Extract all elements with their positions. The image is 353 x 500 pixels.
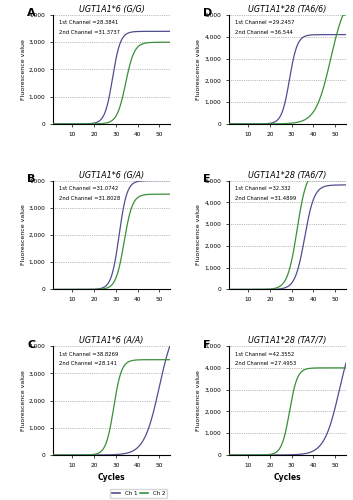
- Text: 1st Channel =38.8269: 1st Channel =38.8269: [59, 352, 118, 356]
- X-axis label: Cycles: Cycles: [274, 473, 301, 482]
- Text: 1st Channel =32.332: 1st Channel =32.332: [235, 186, 291, 191]
- Text: B: B: [27, 174, 36, 184]
- Title: UGT1A1*28 (TA7/7): UGT1A1*28 (TA7/7): [248, 336, 327, 345]
- Text: 1st Channel =31.0742: 1st Channel =31.0742: [59, 186, 118, 191]
- Title: UGT1A1*28 (TA6/6): UGT1A1*28 (TA6/6): [248, 5, 327, 14]
- Y-axis label: Fluorescence value: Fluorescence value: [21, 370, 26, 431]
- X-axis label: Cycles: Cycles: [98, 473, 125, 482]
- Title: UGT1A1*6 (G/A): UGT1A1*6 (G/A): [79, 171, 144, 180]
- Text: 2nd Channel =28.141: 2nd Channel =28.141: [59, 362, 117, 366]
- Title: UGT1A1*6 (A/A): UGT1A1*6 (A/A): [79, 336, 144, 345]
- Y-axis label: Fluorescence value: Fluorescence value: [197, 370, 202, 431]
- Title: UGT1A1*28 (TA6/7): UGT1A1*28 (TA6/7): [248, 171, 327, 180]
- Text: 2nd Channel =31.4899: 2nd Channel =31.4899: [235, 196, 296, 201]
- Text: E: E: [203, 174, 211, 184]
- Text: 2nd Channel =31.3737: 2nd Channel =31.3737: [59, 30, 120, 35]
- Text: 2nd Channel =36.544: 2nd Channel =36.544: [235, 30, 293, 35]
- Text: F: F: [203, 340, 210, 349]
- Text: 1st Channel =28.3841: 1st Channel =28.3841: [59, 20, 118, 25]
- Text: 2nd Channel =31.8028: 2nd Channel =31.8028: [59, 196, 120, 201]
- Title: UGT1A1*6 (G/G): UGT1A1*6 (G/G): [79, 5, 144, 14]
- Text: A: A: [27, 8, 36, 18]
- Text: D: D: [203, 8, 212, 18]
- Text: C: C: [27, 340, 35, 349]
- Y-axis label: Fluorescence value: Fluorescence value: [21, 204, 26, 266]
- Y-axis label: Fluorescence value: Fluorescence value: [197, 39, 202, 100]
- Text: 1st Channel =42.3552: 1st Channel =42.3552: [235, 352, 294, 356]
- Legend: Ch 1, Ch 2: Ch 1, Ch 2: [109, 488, 167, 498]
- Y-axis label: Fluorescence value: Fluorescence value: [197, 204, 202, 266]
- Y-axis label: Fluorescence value: Fluorescence value: [21, 39, 26, 100]
- Text: 1st Channel =29.2457: 1st Channel =29.2457: [235, 20, 294, 25]
- Text: 2nd Channel =27.4953: 2nd Channel =27.4953: [235, 362, 296, 366]
